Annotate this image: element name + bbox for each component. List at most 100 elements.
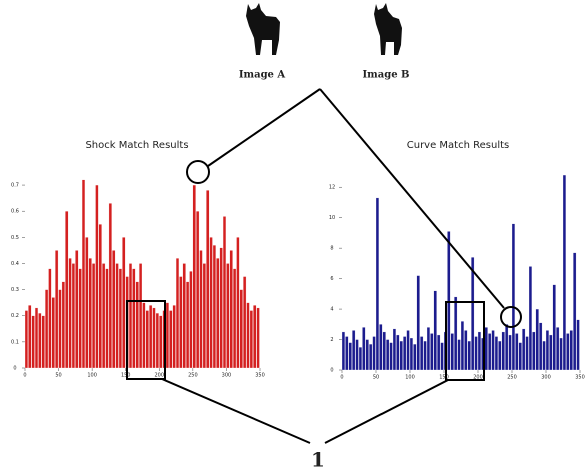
bar (196, 211, 199, 368)
bar (96, 185, 99, 368)
bar (210, 237, 213, 368)
bar (243, 277, 246, 368)
chart-title: Curve Match Results (407, 140, 509, 151)
bar (176, 258, 179, 368)
bar (573, 253, 576, 370)
y-tick-label: 0.5 (11, 235, 19, 241)
bar (112, 250, 115, 368)
bar (345, 336, 348, 370)
bar (233, 269, 236, 368)
y-tick-label: 0.3 (11, 287, 19, 293)
bar (386, 340, 389, 370)
bar (143, 303, 146, 368)
bar (149, 305, 152, 368)
bar (441, 343, 444, 370)
bar (119, 269, 122, 368)
x-tick-label: 0 (340, 375, 343, 381)
bar (543, 341, 546, 370)
cat-b (374, 3, 402, 55)
bar (28, 305, 31, 368)
bar (75, 250, 78, 368)
bar (156, 313, 159, 368)
bar (434, 291, 437, 370)
bar (122, 237, 125, 368)
bar (522, 329, 525, 370)
bar (468, 341, 471, 370)
bar (413, 344, 416, 370)
x-tick-label: 100 (405, 375, 415, 381)
bar (485, 327, 488, 370)
bar (373, 336, 376, 370)
bar (505, 324, 508, 370)
bar (376, 198, 379, 370)
bar (69, 258, 72, 368)
bar (45, 290, 48, 368)
bar (82, 180, 85, 368)
x-tick-label: 250 (507, 375, 517, 381)
bar (454, 297, 457, 370)
bar (146, 311, 149, 368)
bar (379, 324, 382, 370)
bar (79, 269, 82, 368)
y-tick-label: 0.6 (11, 209, 19, 215)
bar (72, 263, 75, 368)
bar (102, 263, 105, 368)
bar (403, 336, 406, 370)
bar (356, 340, 359, 370)
bar (427, 327, 430, 370)
bar (396, 335, 399, 370)
bar (89, 258, 92, 368)
bar (488, 333, 491, 370)
bar (237, 237, 240, 368)
bar (549, 335, 552, 370)
bar (92, 263, 95, 368)
x-tick-label: 100 (87, 373, 97, 379)
bar (65, 211, 68, 368)
bar (362, 327, 365, 370)
bar (253, 305, 256, 368)
bar (563, 175, 566, 370)
bar (153, 308, 156, 368)
bar (223, 216, 226, 368)
bar (502, 332, 505, 370)
y-tick-label: 2 (330, 337, 333, 343)
bar (560, 338, 563, 370)
x-tick-label: 200 (155, 373, 165, 379)
bar (85, 237, 88, 368)
bar (49, 269, 52, 368)
bar (25, 311, 28, 368)
bar (257, 308, 260, 368)
bar (179, 277, 182, 368)
bar (99, 224, 102, 368)
callout-label: 1 (311, 448, 325, 472)
image-label: Image A (239, 70, 286, 81)
bar (136, 282, 139, 368)
y-tick-label: 6 (330, 276, 333, 282)
bar (129, 263, 132, 368)
bar (492, 330, 495, 370)
bar (461, 321, 464, 370)
bar (451, 333, 454, 370)
bar (342, 332, 345, 370)
bar (226, 263, 229, 368)
bar (400, 341, 403, 370)
bar (478, 332, 481, 370)
bar (526, 336, 529, 370)
bar (216, 258, 219, 368)
bar (366, 340, 369, 370)
x-tick-label: 300 (222, 373, 232, 379)
x-tick-label: 250 (188, 373, 198, 379)
bar (553, 285, 556, 370)
bar (437, 335, 440, 370)
bar (220, 248, 223, 368)
y-tick-label: 12 (329, 185, 335, 191)
bar (42, 316, 45, 368)
bar (390, 343, 393, 370)
bar (247, 303, 250, 368)
bar (349, 343, 352, 370)
bar (139, 263, 142, 368)
y-tick-label: 8 (330, 246, 333, 252)
bar (430, 333, 433, 370)
bar (393, 329, 396, 370)
bar (230, 250, 233, 368)
